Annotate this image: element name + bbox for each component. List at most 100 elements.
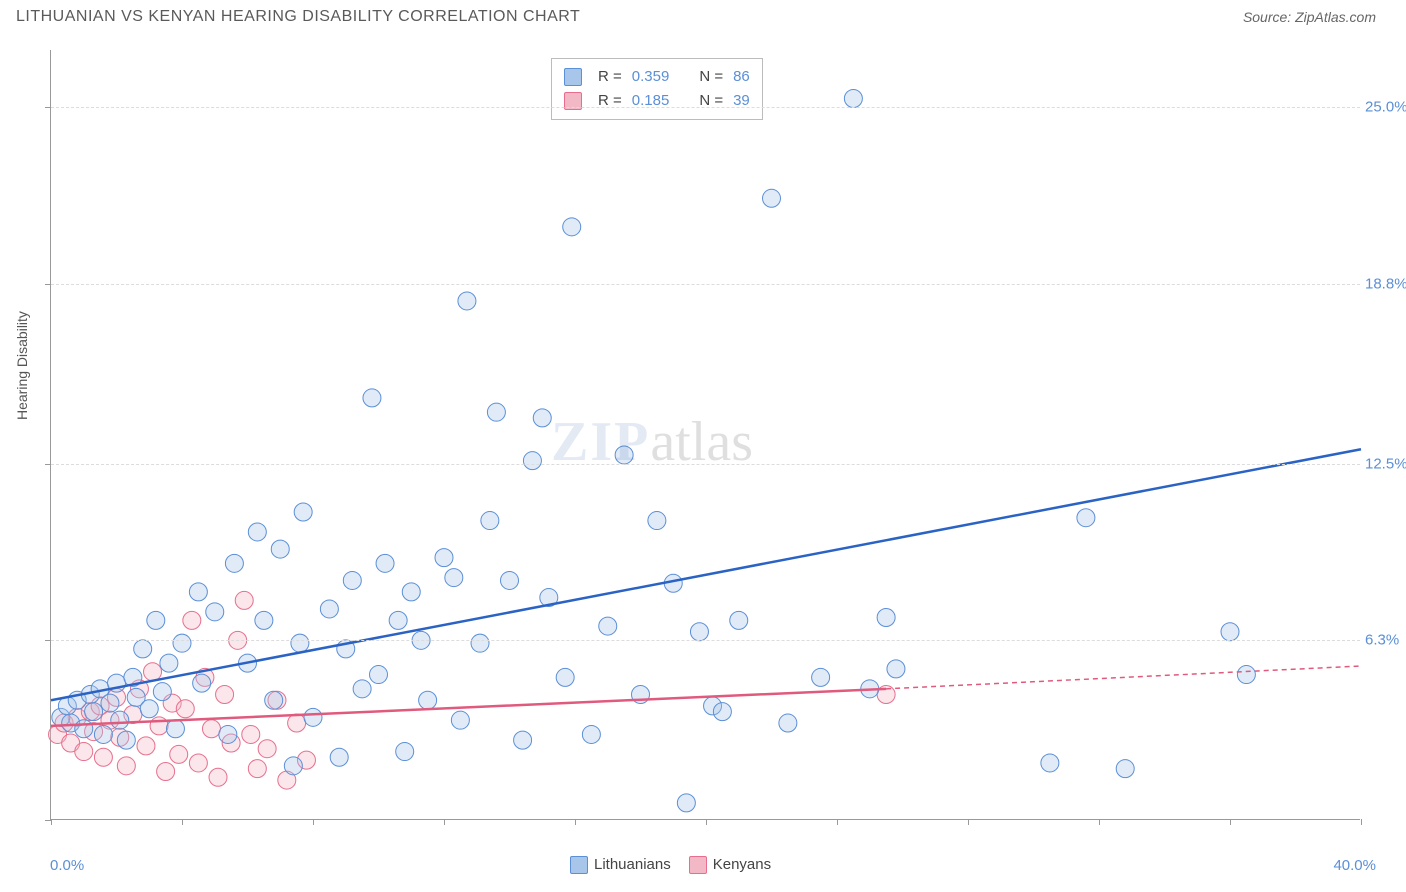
series-legend: Lithuanians Kenyans [570,856,771,874]
scatter-point [173,634,191,652]
chart-header: LITHUANIAN VS KENYAN HEARING DISABILITY … [0,0,1406,30]
scatter-point [343,571,361,589]
scatter-point [389,611,407,629]
scatter-point [176,700,194,718]
legend-label: Kenyans [713,856,771,873]
scatter-point [255,611,273,629]
scatter-point [396,743,414,761]
swatch-lithuanians [564,68,582,86]
scatter-point [514,731,532,749]
scatter-point [117,757,135,775]
scatter-point [265,691,283,709]
chart-title: LITHUANIAN VS KENYAN HEARING DISABILITY … [16,8,580,26]
source-name: ZipAtlas.com [1295,9,1376,25]
scatter-point [779,714,797,732]
scatter-point [288,714,306,732]
scatter-point [763,189,781,207]
scatter-point [730,611,748,629]
y-axis-right-label: 25.0% [1365,99,1406,116]
scatter-point [812,668,830,686]
legend-label: Lithuanians [594,856,671,873]
scatter-point [523,452,541,470]
scatter-point [206,603,224,621]
x-axis-tick [575,819,576,825]
scatter-point [304,708,322,726]
scatter-point [94,725,112,743]
x-axis-tick [1230,819,1231,825]
scatter-point [137,737,155,755]
scatter-point [166,720,184,738]
scatter-point [242,725,260,743]
scatter-point [435,549,453,567]
scatter-point [556,668,574,686]
y-axis-tick [45,464,51,465]
gridline [51,464,1360,465]
scatter-point [648,512,666,530]
scatter-point [677,794,695,812]
n-label: N = [699,89,723,113]
swatch-kenyans [689,856,707,874]
swatch-lithuanians [570,856,588,874]
scatter-point [713,703,731,721]
scatter-point [189,583,207,601]
scatter-point [202,720,220,738]
legend-item: Kenyans [689,856,771,874]
scatter-point [599,617,617,635]
source-attribution: Source: ZipAtlas.com [1243,9,1376,25]
scatter-point [153,683,171,701]
stats-legend-row: R = 0.185 N = 39 [564,89,750,113]
gridline [51,107,1360,108]
n-label: N = [699,65,723,89]
legend-item: Lithuanians [570,856,671,874]
scatter-point [1077,509,1095,527]
gridline [51,284,1360,285]
scatter-point [248,523,266,541]
scatter-point [877,609,895,627]
y-axis-tick [45,284,51,285]
scatter-point [370,666,388,684]
scatter-point [101,694,119,712]
trendline-lithuanians [51,449,1361,700]
x-axis-tick [1099,819,1100,825]
scatter-point [615,446,633,464]
r-value: 0.185 [632,89,670,113]
scatter-point [320,600,338,618]
scatter-point [284,757,302,775]
scatter-point [481,512,499,530]
scatter-point [216,686,234,704]
scatter-point [1221,623,1239,641]
scatter-point [501,571,519,589]
scatter-point [75,720,93,738]
x-axis-tick [313,819,314,825]
y-axis-right-label: 6.3% [1365,632,1406,649]
scatter-point [458,292,476,310]
source-prefix: Source: [1243,9,1295,25]
y-axis-tick [45,640,51,641]
scatter-point [690,623,708,641]
scatter-point [258,740,276,758]
scatter-point [75,743,93,761]
gridline [51,640,1360,641]
scatter-point [1237,666,1255,684]
scatter-point [445,569,463,587]
scatter-point [471,634,489,652]
scatter-point [144,663,162,681]
y-axis-tick [45,107,51,108]
scatter-point [111,711,129,729]
scatter-point [1041,754,1059,772]
r-label: R = [598,89,622,113]
x-axis-tick [837,819,838,825]
x-axis-tick [51,819,52,825]
scatter-point [170,745,188,763]
scatter-point [353,680,371,698]
scatter-point [160,654,178,672]
scatter-point [563,218,581,236]
scatter-point [330,748,348,766]
scatter-point [183,611,201,629]
scatter-point [451,711,469,729]
stats-legend: R = 0.359 N = 86 R = 0.185 N = 39 [551,58,763,120]
scatter-point [402,583,420,601]
scatter-point [363,389,381,407]
scatter-point [209,768,227,786]
stats-legend-row: R = 0.359 N = 86 [564,65,750,89]
